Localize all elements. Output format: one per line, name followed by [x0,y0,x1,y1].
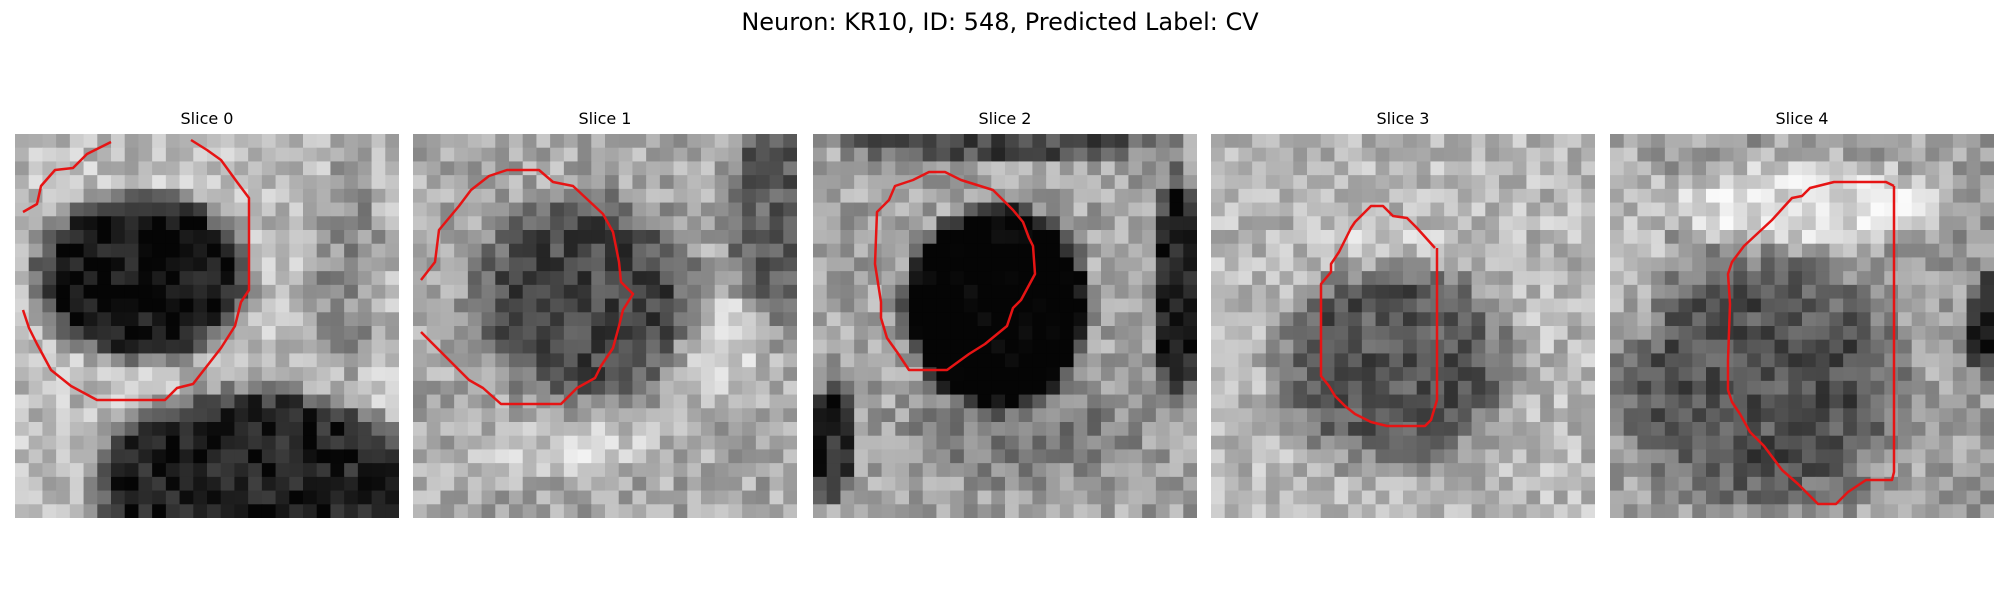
segmentation-contour-1 [420,168,635,406]
slice-title-0: Slice 0 [180,109,234,128]
slice-title-3: Slice 3 [1376,109,1430,128]
slice-title-4: Slice 4 [1775,109,1829,128]
grayscale-pixels-2 [813,134,1197,518]
grayscale-pixels-3 [1211,134,1595,518]
slice-panel-4: Slice 4 [1610,108,1994,518]
slice-image-3 [1211,134,1595,518]
slice-panel-1: Slice 1 [413,108,797,518]
slice-image-0 [15,134,399,518]
grayscale-pixels-4 [1610,134,1994,518]
slice-image-1 [413,134,797,518]
segmentation-contour-4 [1726,180,1896,506]
segmentation-contour-3 [1319,204,1439,428]
grayscale-pixels-1 [413,134,797,518]
slice-title-2: Slice 2 [978,109,1032,128]
slice-panel-2: Slice 2 [813,108,1197,518]
slice-image-2 [813,134,1197,518]
slice-panel-0: Slice 0 [15,108,399,518]
grayscale-pixels-0 [15,134,399,518]
slice-panel-3: Slice 3 [1211,108,1595,518]
slice-title-1: Slice 1 [578,109,632,128]
segmentation-contour-2 [873,170,1037,372]
segmentation-contour-0 [21,138,251,402]
figure-title: Neuron: KR10, ID: 548, Predicted Label: … [741,8,1259,36]
slice-image-4 [1610,134,1994,518]
